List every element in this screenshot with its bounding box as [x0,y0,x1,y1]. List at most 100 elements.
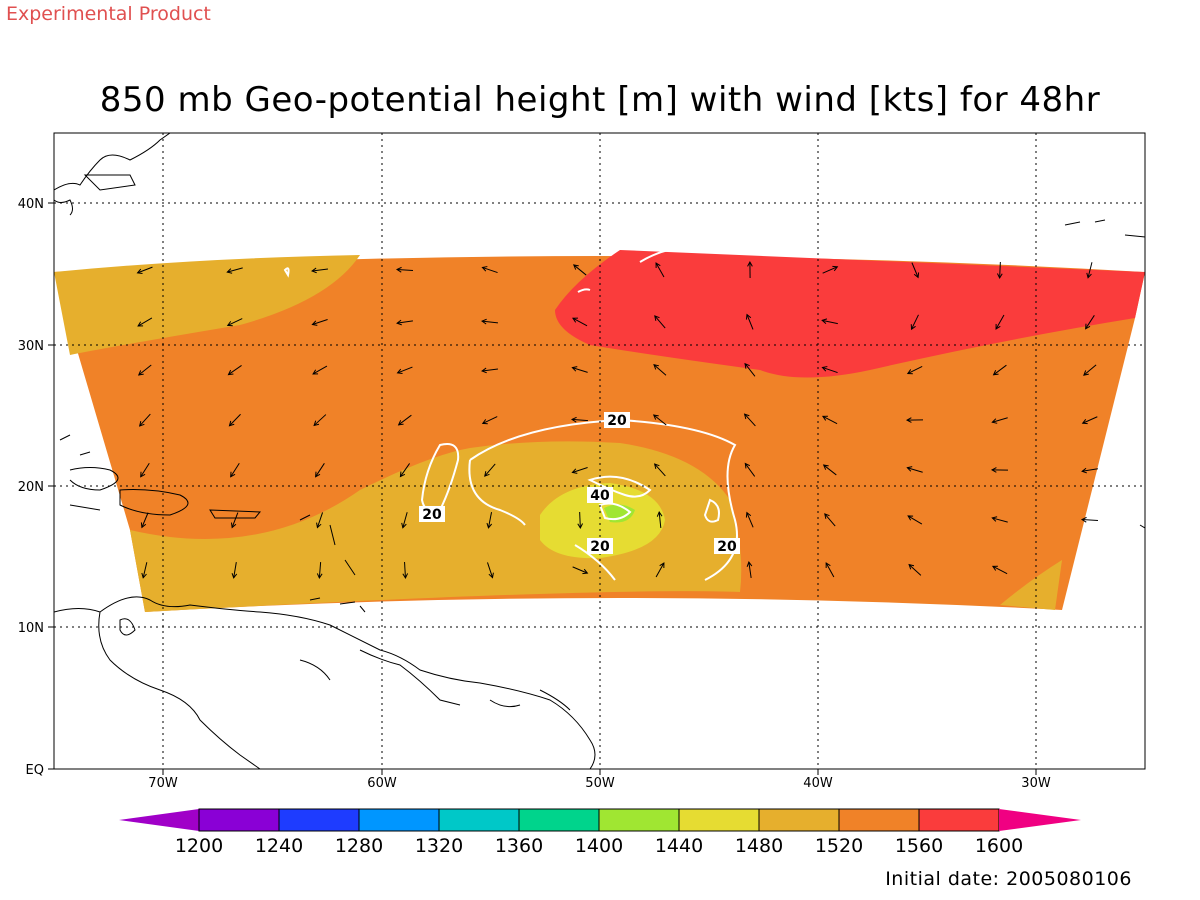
wind-arrow [312,319,328,325]
latitude-labels: EQ 10N 20N 30N 40N [18,197,44,778]
wind-arrow [654,463,666,477]
colorbar-swatch [438,808,520,832]
wind-arrow-head [747,260,753,267]
wind-arrow-head [316,522,322,529]
wind-arrow [824,513,836,527]
colorbar-swatch [598,808,680,832]
wind-arrow [999,261,1001,279]
wind-arrow-head [655,262,661,269]
wind-arrow-head [659,562,665,569]
wind-arrow [400,463,410,477]
wind-arrow-head [824,513,830,519]
wind-arrow [744,413,756,427]
wind-arrow-head [1083,370,1089,376]
wind-arrow-head [746,561,753,567]
wind-arrow [748,562,752,578]
wind-arrow [1087,262,1093,278]
wind-arrow [911,314,919,330]
colorbar-label: 1360 [495,835,543,857]
wind-arrow-head [140,522,147,529]
wind-arrow-head [991,565,998,571]
lon-label: 50W [585,776,615,791]
lat-label: 30N [18,339,44,354]
colorbar-label: 1480 [735,835,783,857]
wind-arrow-head [908,563,915,570]
wind-arrow [142,562,148,578]
height-field-1520-east [1000,560,1062,610]
wind-arrow [229,413,241,427]
coastlines [54,133,1145,769]
colorbar-swatch [278,808,360,832]
wind-arrow-head [991,418,998,424]
wind-arrow-head [573,264,579,270]
wind-arrow [138,364,152,376]
colorbar-swatch [918,808,1000,832]
wind-arrow-head [653,463,660,470]
wind-arrow-head [488,572,494,579]
wind-arrow [228,364,242,376]
wind-arrow [397,366,413,374]
wind-arrow [482,416,498,424]
wind-arrow-head [821,366,828,372]
wind-arrow-head [822,464,829,470]
wind-arrow [318,561,322,579]
wind-arrow-head [745,313,752,320]
wind-arrow [572,367,588,373]
wind-arrow-head [312,369,319,375]
wind-arrow-head [996,273,1003,280]
wind-arrow [992,517,1008,523]
colorbar-label: 1240 [255,835,303,857]
wind-arrow-head [913,272,920,279]
wind-arrow-head [995,323,1001,330]
wind-arrow-head [1086,272,1092,279]
wind-arrow [139,413,151,427]
contour-label: 40 [590,488,610,504]
wind-arrow-head [990,467,997,473]
wind-arrow [572,317,588,327]
contour-label: 20 [717,539,737,555]
wind-arrow [315,463,325,477]
wind-arrow [825,562,835,578]
wind-arrow [822,319,838,325]
colorbar-swatch [758,808,840,832]
wind-arrow-head [654,315,660,321]
wind-arrow-head [1081,467,1087,474]
wind-arrow [487,562,493,578]
wind-arrow [822,366,838,374]
experimental-product-tag: Experimental Product [6,3,211,25]
contour-labels: 20 20 40 20 20 [419,412,740,555]
wind-arrow [571,418,589,422]
wind-arrow-head [744,362,750,369]
wind-arrow-head [396,368,403,375]
wind-arrow-head [401,522,407,529]
wind-arrow [655,262,665,278]
wind-arrow [481,320,499,324]
wind-arrow-head [230,522,237,529]
wind-arrow [482,368,498,372]
wind-arrow-head [1081,418,1088,425]
wind-arrow [396,268,414,272]
wind-arrow [482,266,498,274]
map-plot-area [54,133,1145,769]
wind-arrow-head [397,420,404,426]
wind-arrow-head [399,471,406,478]
wind-arrow-head [905,417,912,423]
wind-arrow [231,512,239,528]
lat-label: 40N [18,197,44,212]
wind-arrow-head [138,420,145,427]
wind-arrow-head [231,573,238,579]
wind-arrow [654,315,666,329]
wind-arrow [316,512,324,528]
wind-arrow-head [1085,323,1091,330]
wind-arrow-head [315,471,321,478]
wind-arrow-head [570,416,577,423]
wind-arrow [572,566,588,574]
wind-arrow [746,314,754,330]
colorbar-label: 1440 [655,835,703,857]
colorbar: 1200 1240 1280 1320 1360 1400 1440 1480 1520 1560… [119,808,1081,857]
wind-arrow [992,565,1008,575]
wind-arrow-head [311,320,318,326]
wind-arrow [230,462,240,478]
wind-arrow [137,266,153,274]
wind-arrow-head [572,317,578,323]
